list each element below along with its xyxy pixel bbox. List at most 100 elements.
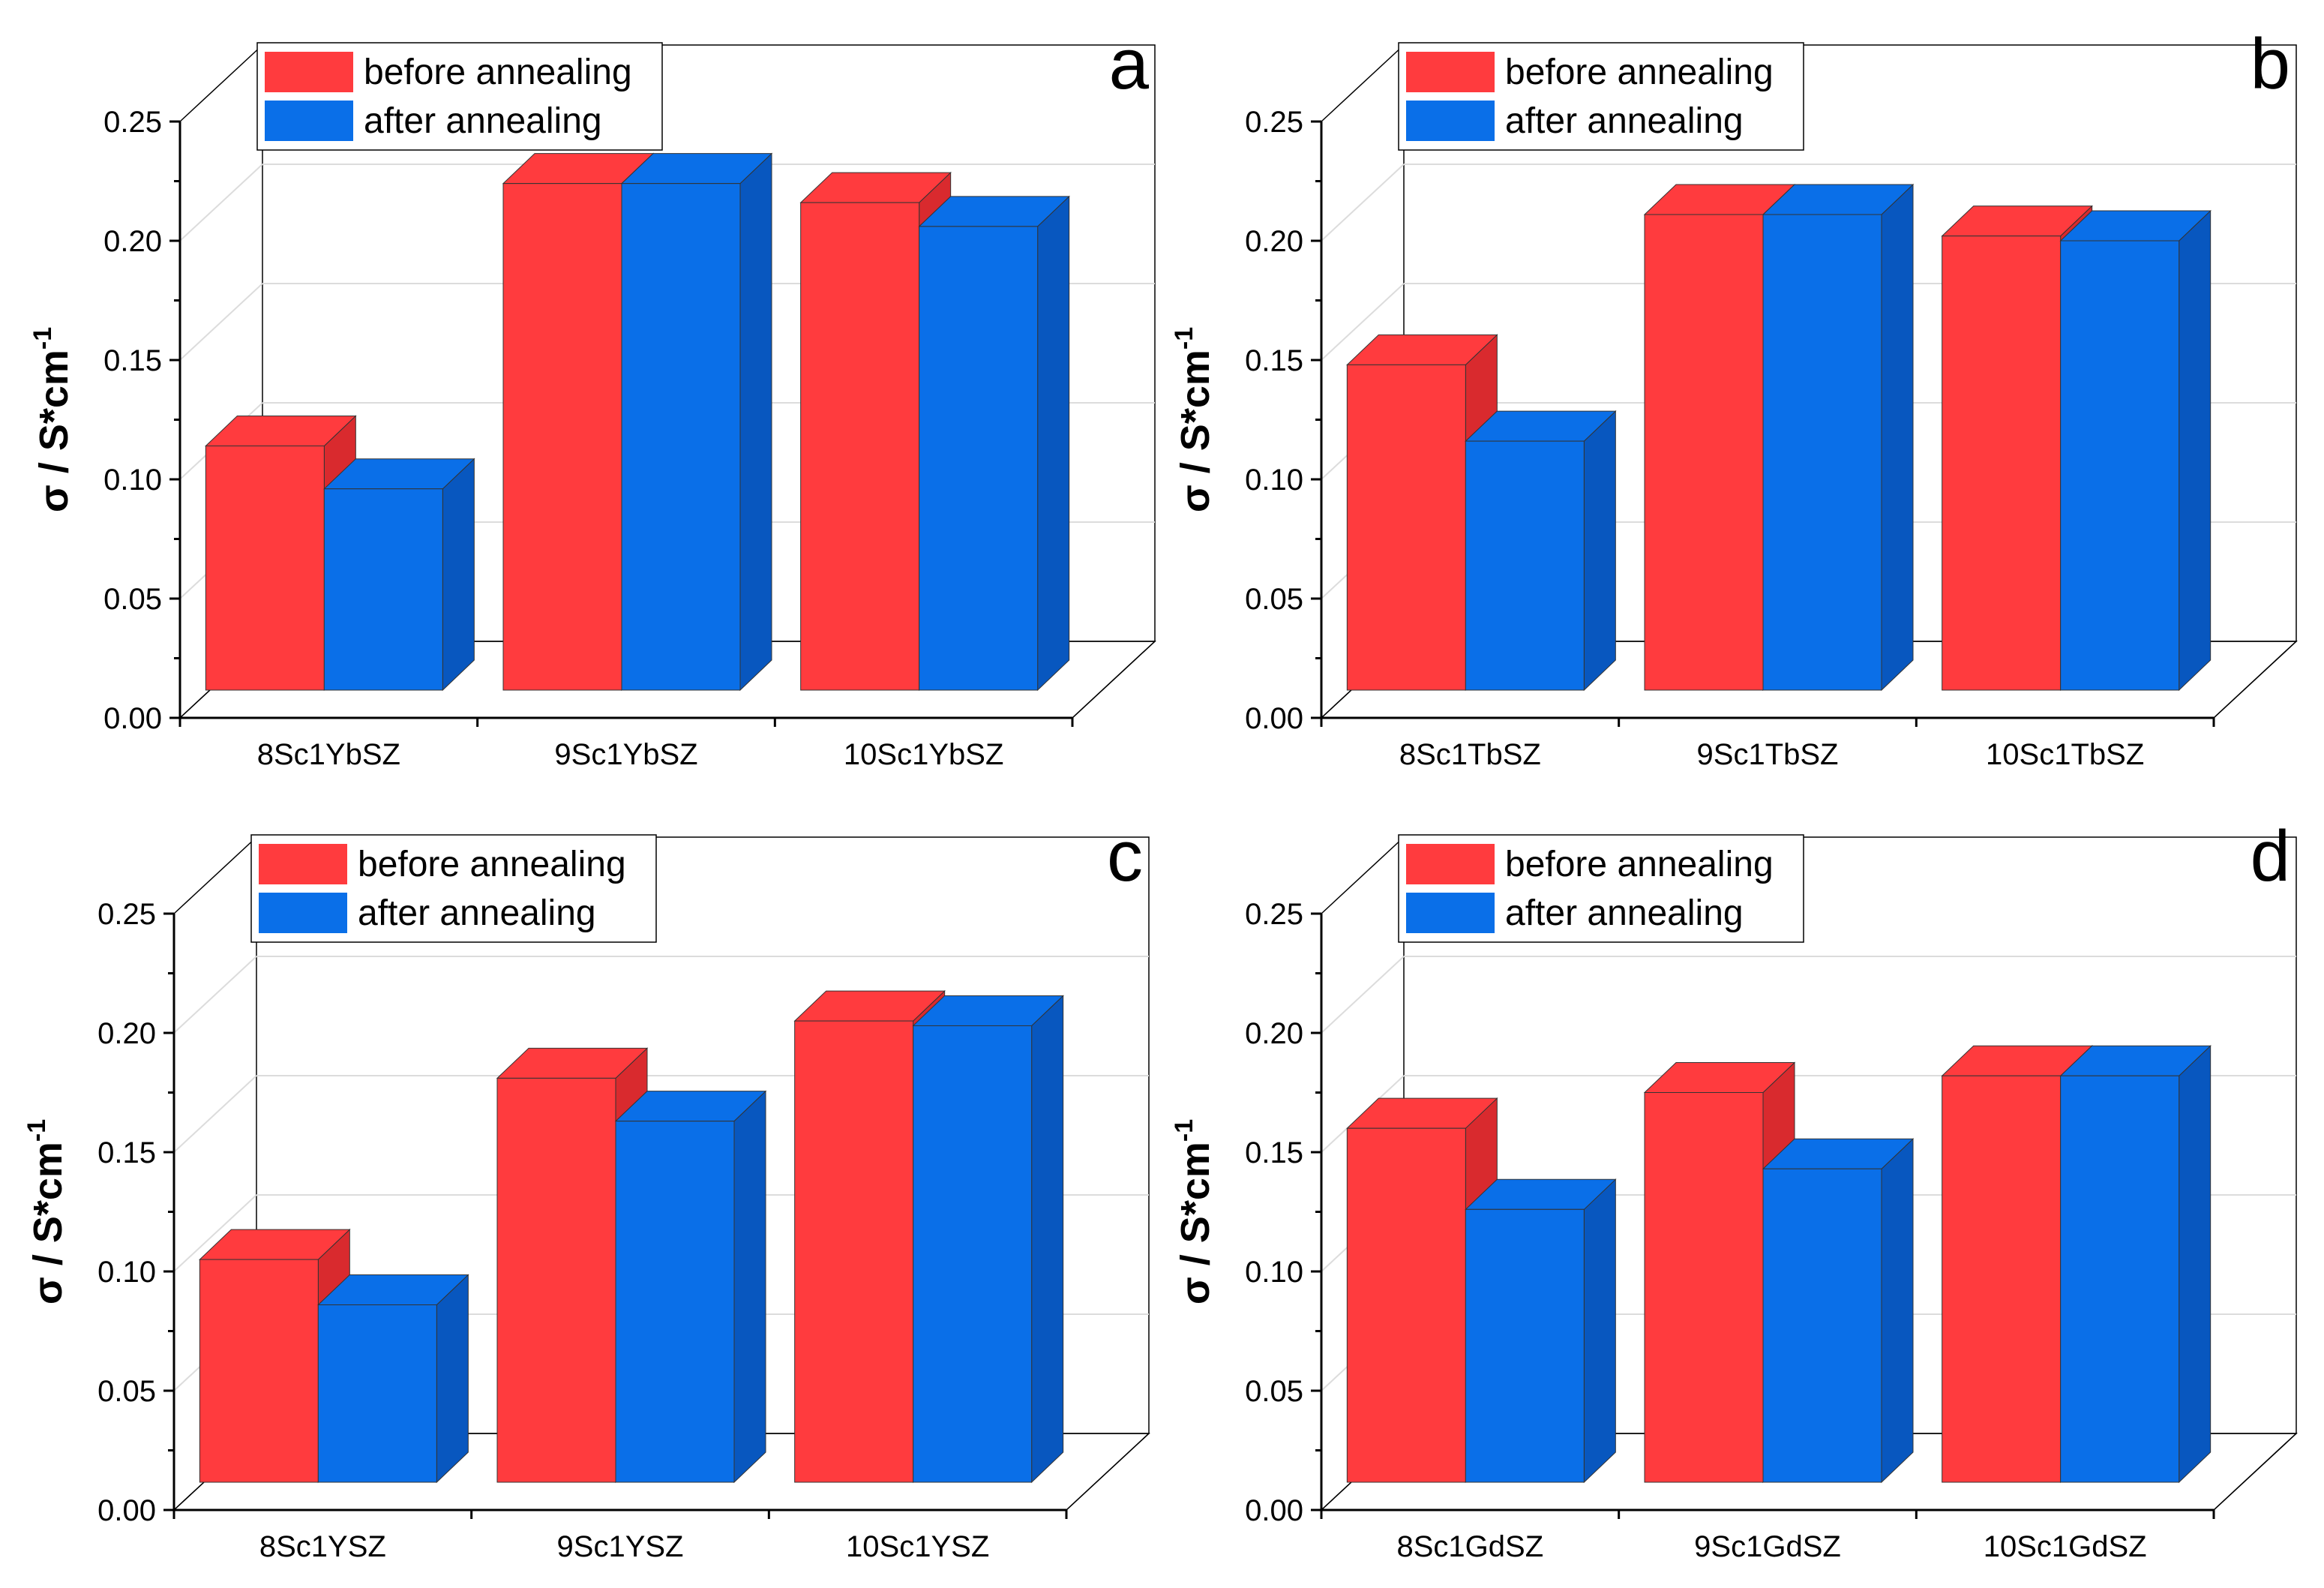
legend-label: after annealing (1505, 101, 1744, 141)
bar (614, 1090, 767, 1484)
bar (1762, 183, 1915, 692)
y-tick-label: 0.25 (1245, 898, 1303, 931)
x-tick-label: 10Sc1YSZ (846, 1530, 989, 1563)
bar-side (436, 1274, 469, 1484)
x-tick-label: 8Sc1YbSZ (257, 738, 400, 771)
legend-swatch (1406, 101, 1495, 141)
bar-front (1644, 1091, 1764, 1483)
chart-panel-b: 0.00 0.05 0.10 0.15 0.20 0.25 8Sc1TbSZ 9Sc1TbSZ… (1170, 24, 2298, 771)
bar-side (1037, 195, 1070, 692)
bar-front (2060, 240, 2180, 691)
bar-front (496, 1077, 616, 1483)
bar-side (1881, 1138, 1914, 1484)
y-tick-label: 0.05 (1245, 583, 1303, 616)
legend: before annealing after annealing (1398, 834, 1804, 943)
bar-front (1762, 1168, 1882, 1483)
legend-label: before annealing (1505, 53, 1774, 92)
y-axis-label: σ / S*cm-1 (28, 327, 76, 512)
y-tick-label: 0.20 (1245, 1017, 1303, 1050)
y-tick-label: 0.05 (1245, 1375, 1303, 1408)
y-tick-label: 0.10 (103, 464, 162, 497)
panel-letter: c (1107, 816, 1143, 896)
x-tick-label: 9Sc1YSZ (557, 1530, 684, 1563)
bar-front (2060, 1075, 2180, 1483)
chart-panel-c: 0.00 0.05 0.10 0.15 0.20 0.25 8Sc1YSZ 9Sc1YSZ 10… (22, 816, 1150, 1563)
bar-side (2179, 209, 2212, 692)
depth-edge (1072, 641, 1156, 719)
bar-front (205, 445, 325, 691)
legend-swatch (265, 52, 353, 92)
legend-swatch (1406, 893, 1495, 933)
legend-swatch (265, 101, 353, 141)
gridline-side (179, 283, 263, 361)
bar-front (794, 1020, 914, 1483)
bar (620, 152, 773, 692)
bar-side (733, 1090, 766, 1484)
bar-side (1881, 183, 1914, 692)
bar-front (317, 1304, 437, 1483)
panel-letter: d (2251, 816, 2290, 896)
gridline-side (1321, 283, 1405, 361)
x-tick-label: 10Sc1GdSZ (1984, 1530, 2147, 1563)
legend-swatch (1406, 52, 1495, 92)
y-axis-label: σ / S*cm-1 (1170, 1119, 1218, 1304)
y-axis-label: σ / S*cm-1 (22, 1119, 70, 1304)
bar (1465, 410, 1617, 692)
y-tick-label: 0.00 (103, 702, 162, 735)
bar-front (1644, 214, 1764, 691)
legend: before annealing after annealing (256, 42, 663, 151)
bar (918, 195, 1070, 692)
bar-front (800, 202, 920, 691)
y-tick-label: 0.20 (1245, 225, 1303, 258)
x-tick-label: 10Sc1TbSZ (1986, 738, 2144, 771)
y-tick-label: 0.10 (1245, 1256, 1303, 1289)
legend-label: before annealing (358, 845, 626, 884)
panel-letter: a (1109, 24, 1150, 104)
depth-edge (2213, 641, 2297, 719)
bar-side (442, 458, 475, 692)
y-tick-label: 0.20 (103, 225, 162, 258)
legend: before annealing after annealing (1398, 42, 1804, 151)
y-tick-label: 0.10 (1245, 464, 1303, 497)
x-tick-label: 8Sc1YSZ (259, 1530, 386, 1563)
depth-edge (179, 44, 263, 122)
y-tick-label: 0.25 (1245, 106, 1303, 139)
y-tick-label: 0.25 (97, 898, 156, 931)
bar (323, 458, 475, 692)
bar-front (919, 226, 1039, 691)
bar-front (913, 1025, 1033, 1483)
y-tick-label: 0.00 (1245, 1494, 1303, 1527)
x-tick-label: 9Sc1GdSZ (1694, 1530, 1841, 1563)
bar-front (1346, 1127, 1466, 1483)
y-tick-label: 0.20 (97, 1017, 156, 1050)
legend-label: after annealing (364, 101, 602, 141)
bar (2059, 1045, 2212, 1484)
legend-label: before annealing (1505, 845, 1774, 884)
bar-front (615, 1121, 735, 1483)
x-tick-label: 10Sc1YbSZ (844, 738, 1003, 771)
legend-swatch (259, 844, 347, 884)
gridline-side (179, 164, 263, 242)
legend: before annealing after annealing (250, 834, 657, 943)
bar (317, 1274, 469, 1484)
y-tick-label: 0.15 (103, 344, 162, 377)
x-tick-label: 8Sc1GdSZ (1397, 1530, 1544, 1563)
bar-front (323, 488, 443, 691)
gridline-side (173, 1075, 257, 1153)
bar-front (1465, 440, 1585, 691)
bar-side (1031, 995, 1064, 1484)
bar-side (1583, 410, 1616, 692)
depth-edge (2213, 1433, 2297, 1511)
y-tick-label: 0.15 (97, 1136, 156, 1169)
x-tick-label: 9Sc1TbSZ (1697, 738, 1839, 771)
chart-panel-a: 0.00 0.05 0.10 0.15 0.20 0.25 8Sc1YbSZ 9Sc1YbSZ… (28, 24, 1156, 771)
depth-edge (1321, 836, 1405, 914)
y-tick-label: 0.05 (97, 1375, 156, 1408)
legend-label: before annealing (364, 53, 632, 92)
bar-front (199, 1259, 319, 1483)
y-tick-label: 0.05 (103, 583, 162, 616)
x-tick-label: 8Sc1TbSZ (1399, 738, 1541, 771)
depth-edge (1321, 44, 1405, 122)
gridline-side (1321, 956, 1405, 1034)
